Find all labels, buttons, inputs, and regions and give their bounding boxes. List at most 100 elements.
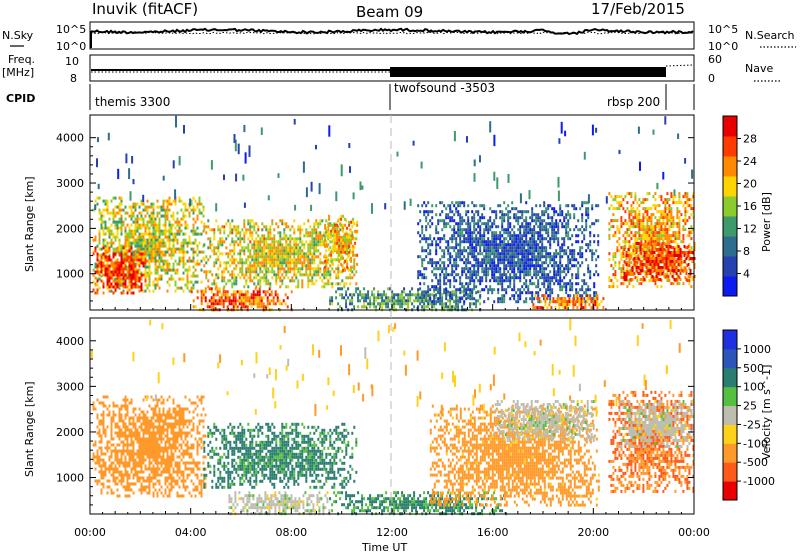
heatmap-cell xyxy=(473,285,476,289)
heatmap-cell xyxy=(419,296,422,300)
heatmap-cell xyxy=(202,208,205,212)
heatmap-cell xyxy=(553,270,556,274)
heatmap-cell xyxy=(473,273,476,277)
heatmap-cell xyxy=(373,302,376,306)
heatmap-cell xyxy=(539,270,542,274)
heatmap-cell xyxy=(219,228,222,232)
heatmap-cell xyxy=(321,240,324,244)
heatmap-cell xyxy=(569,258,572,262)
heatmap-cell xyxy=(614,231,617,235)
heatmap-cell xyxy=(457,264,460,268)
heatmap-cell xyxy=(154,235,157,239)
heatmap-cell xyxy=(269,246,272,250)
heatmap-cell xyxy=(539,204,542,208)
heatmap-cell xyxy=(110,238,113,242)
heatmap-cell xyxy=(511,237,514,241)
heatmap-cell xyxy=(172,244,175,248)
heatmap-cell xyxy=(461,258,464,262)
heatmap-cell xyxy=(271,246,274,250)
heatmap-cell xyxy=(134,285,137,289)
heatmap-cell xyxy=(387,296,390,300)
heatmap-cell xyxy=(539,276,542,280)
heatmap-cell xyxy=(624,210,627,214)
heatmap-cell xyxy=(507,285,510,289)
heatmap-cell xyxy=(266,302,269,306)
heatmap-cell xyxy=(160,265,163,269)
heatmap-cell xyxy=(471,231,474,235)
heatmap-cell xyxy=(519,276,522,280)
heatmap-cell xyxy=(497,282,500,286)
heatmap-cell xyxy=(634,231,637,235)
heatmap-cell xyxy=(626,201,629,205)
heatmap-cell xyxy=(654,216,657,220)
heatmap-cell xyxy=(279,243,282,247)
heatmap-cell xyxy=(563,276,566,280)
heatmap-cell xyxy=(207,285,210,289)
heatmap-cell xyxy=(367,296,370,300)
heatmap-cell xyxy=(278,302,281,306)
heatmap-cell xyxy=(519,252,522,256)
heatmap-cell xyxy=(156,214,159,218)
heatmap-cell xyxy=(144,238,147,242)
heatmap-cell xyxy=(254,299,257,303)
heatmap-cell xyxy=(136,241,139,245)
heatmap-cell xyxy=(277,255,280,259)
heatmap-cell xyxy=(451,293,454,297)
heatmap-cell xyxy=(130,235,133,239)
heatmap-cell xyxy=(521,222,524,226)
heatmap-cell xyxy=(638,210,641,214)
heatmap-cell xyxy=(200,250,203,254)
heatmap-cell xyxy=(646,213,649,217)
heatmap-cell xyxy=(218,302,221,306)
heatmap-cell xyxy=(324,226,327,230)
heatmap-cell xyxy=(223,228,226,232)
heatmap-cell xyxy=(270,299,273,303)
heatmap-cell xyxy=(227,270,230,274)
heatmap-cell xyxy=(166,262,169,266)
heatmap-cell xyxy=(668,219,671,223)
heatmap-cell xyxy=(499,270,502,274)
heatmap-cell xyxy=(429,302,432,306)
heatmap-cell xyxy=(352,265,355,269)
heatmap-cell xyxy=(487,252,490,256)
heatmap-cell xyxy=(566,303,569,307)
heatmap-cell xyxy=(559,213,562,217)
heatmap-cell xyxy=(118,220,121,224)
heatmap-cell xyxy=(423,213,426,217)
heatmap-cell xyxy=(122,256,125,260)
heatmap-cell xyxy=(495,225,498,229)
heatmap-cell xyxy=(622,282,625,286)
heatmap-cell xyxy=(349,299,352,303)
heatmap-cell xyxy=(610,279,613,283)
heatmap-cell xyxy=(654,276,657,280)
heatmap-cell xyxy=(541,282,544,286)
heatmap-cell xyxy=(557,228,560,232)
heatmap-cell xyxy=(546,297,549,301)
heatmap-cell xyxy=(481,264,484,268)
heatmap-cell xyxy=(188,265,191,269)
heatmap-cell xyxy=(517,216,520,220)
heatmap-cell xyxy=(431,264,434,268)
heatmap-cell xyxy=(545,222,548,226)
heatmap-cell xyxy=(401,305,404,309)
heatmap-cell xyxy=(110,244,113,248)
heatmap-cell xyxy=(255,246,258,250)
heatmap-cell xyxy=(211,282,214,286)
heatmap-cell xyxy=(217,258,220,262)
heatmap-cell xyxy=(419,299,422,303)
heatmap-cell xyxy=(182,241,185,245)
heatmap-cell xyxy=(652,213,655,217)
heatmap-cell xyxy=(309,225,312,229)
heatmap-cell xyxy=(353,246,356,250)
heatmap-cell xyxy=(178,232,181,236)
heatmap-cell xyxy=(140,282,143,286)
heatmap-cell xyxy=(461,267,464,271)
heatmap-cell xyxy=(353,273,356,277)
heatmap-cell xyxy=(249,261,252,265)
heatmap-cell xyxy=(634,249,637,253)
heatmap-cell xyxy=(217,243,220,247)
station-title: Inuvik (fitACF) xyxy=(92,0,198,18)
heatmap-cell xyxy=(293,273,296,277)
heatmap-cell xyxy=(118,244,121,248)
heatmap-cell xyxy=(495,216,498,220)
